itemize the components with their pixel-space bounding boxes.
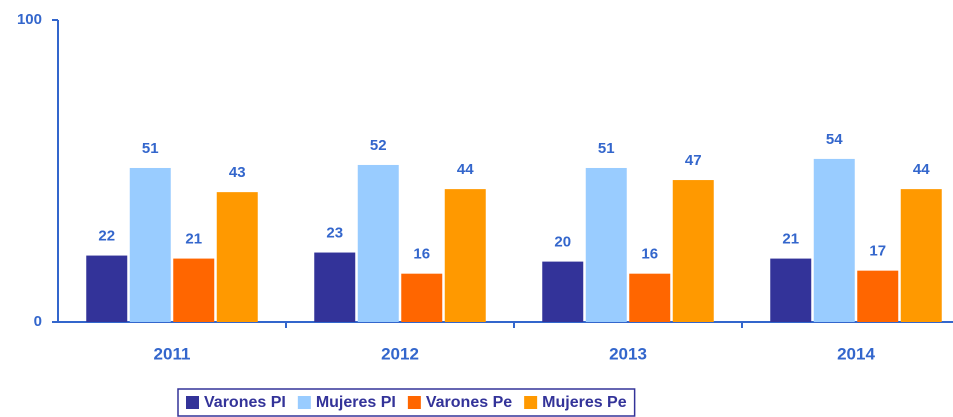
legend-box <box>177 388 636 417</box>
legend: Varones PI Mujeres PI Varones Pe Mujeres Pe <box>177 388 636 417</box>
bar <box>86 255 128 322</box>
legend-label: Varones PI <box>204 394 286 411</box>
bar <box>314 252 356 322</box>
x-tick-label: 2014 <box>837 344 875 363</box>
value-label: 43 <box>229 164 246 181</box>
x-tick-label: 2013 <box>609 344 647 363</box>
value-label: 21 <box>185 231 202 248</box>
value-label: 20 <box>554 234 571 251</box>
bar <box>629 273 671 322</box>
bar <box>357 164 399 322</box>
bar <box>770 258 812 322</box>
bar <box>585 167 627 322</box>
value-label: 22 <box>98 228 115 245</box>
value-label: 44 <box>913 161 930 178</box>
legend-label: Varones Pe <box>426 394 512 411</box>
value-label: 16 <box>413 246 430 263</box>
bar <box>900 189 942 322</box>
bar <box>672 180 714 322</box>
bar <box>173 258 215 322</box>
legend-swatch <box>407 396 421 409</box>
value-label: 23 <box>326 225 343 242</box>
bar <box>857 270 899 322</box>
value-label: 21 <box>782 231 799 248</box>
legend-label: Mujeres PI <box>316 394 396 411</box>
bar <box>444 189 486 322</box>
bar <box>129 167 171 322</box>
x-tick-label: 2011 <box>154 344 191 363</box>
legend-swatch <box>297 396 311 409</box>
y-tick-label: 0 <box>34 313 42 330</box>
bar <box>813 158 855 322</box>
legend-label: Mujeres Pe <box>542 394 627 411</box>
y-tick-label: 100 <box>17 11 42 28</box>
value-label: 17 <box>869 243 886 260</box>
value-label: 52 <box>370 137 387 154</box>
value-label: 44 <box>457 161 474 178</box>
value-label: 16 <box>641 246 658 263</box>
bar <box>401 273 443 322</box>
bar <box>542 261 584 322</box>
value-label: 54 <box>826 131 843 148</box>
value-label: 51 <box>142 140 159 157</box>
x-tick-label: 2012 <box>381 344 419 363</box>
legend-swatch <box>524 396 538 409</box>
bar <box>216 192 258 322</box>
value-label: 47 <box>685 152 702 169</box>
legend-swatch <box>186 396 199 409</box>
value-label: 51 <box>598 140 615 157</box>
